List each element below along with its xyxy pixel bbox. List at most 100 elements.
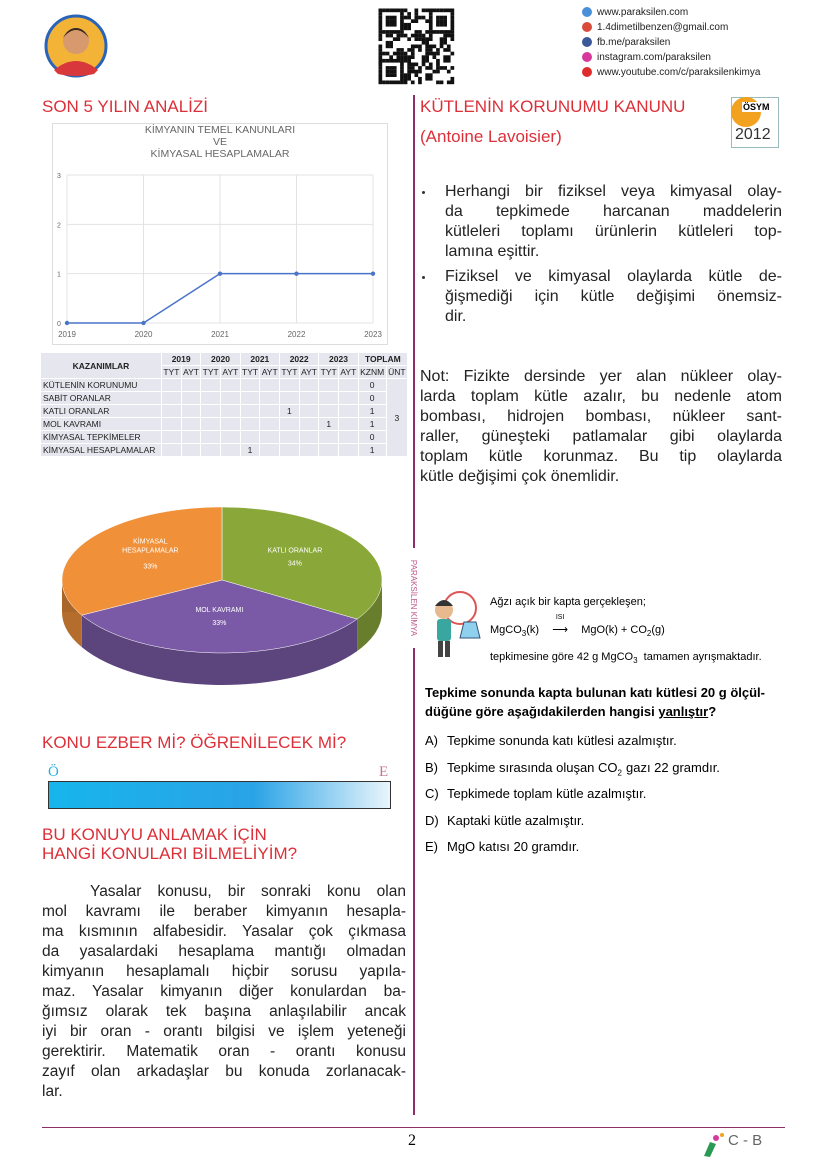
qr-module [407, 58, 411, 63]
qr-module [443, 37, 447, 41]
cell [338, 443, 359, 457]
bullet: Herhangi bir fiziksel veya kimyasal olay… [420, 182, 782, 262]
sub-header: TYT [278, 365, 300, 379]
link-text: fb.me/paraksilen [597, 37, 671, 48]
qr-module [403, 76, 408, 81]
pie-slice [61, 506, 223, 616]
qr-module [385, 69, 390, 74]
qr-module [421, 40, 426, 45]
unit-total: 3 [385, 378, 409, 457]
qr-module [439, 30, 444, 34]
qr-module [432, 51, 437, 56]
cell [180, 378, 202, 392]
qr-module [407, 37, 411, 41]
text-line: kütleleri toplamı ürünlerin kütleleri to… [445, 223, 782, 240]
cell [278, 378, 300, 392]
qr-module [425, 76, 429, 81]
state: (g) [651, 624, 665, 636]
qr-module [450, 37, 455, 41]
cell [180, 404, 202, 418]
qr-module [414, 8, 419, 13]
qr-module [446, 33, 451, 38]
cell: 1 [239, 443, 261, 457]
qr-module [450, 22, 455, 27]
qr-module [436, 22, 440, 27]
qr-module [418, 15, 422, 20]
qr-module [428, 37, 433, 41]
text-line: mol kavramı ile beraber kimyanın hesapla… [42, 903, 406, 920]
qr-module [446, 69, 451, 74]
cell [161, 443, 182, 457]
qr-module [450, 8, 455, 13]
text-line: maz. Yasalar kimyanın diğer konulardan b… [42, 983, 406, 1000]
qr-module [396, 30, 401, 34]
qr-module [407, 12, 411, 16]
cell [338, 391, 359, 405]
qr-module [385, 73, 390, 77]
qr-module [446, 30, 451, 34]
qr-module [403, 22, 408, 27]
qr-module [439, 40, 444, 45]
cell [338, 430, 359, 444]
qr-module [385, 33, 390, 38]
text-line: ğişmediği için kütle değişimi önemsiz- [445, 288, 782, 305]
slice-value: 33% [143, 564, 157, 571]
qr-module [382, 30, 386, 34]
qr-module [378, 19, 383, 23]
qr-module [414, 19, 419, 23]
text-line: toplam kütle korunmaz. Bu tip olaylarda [420, 448, 782, 465]
cell [338, 404, 359, 418]
cell [220, 378, 241, 392]
qr-module [389, 15, 393, 20]
qr-module [450, 12, 455, 16]
qr-module [439, 37, 444, 41]
side-label: PARAKSİLEN KİMYA [405, 548, 421, 648]
qr-module [385, 8, 390, 13]
kznm: 0 [357, 391, 387, 405]
qr-module [410, 19, 415, 23]
qr-module [418, 33, 422, 38]
pie-chart: KATLI ORANLAR 34% MOL KAVRAMI 33% KİMYASAL HE… [61, 506, 383, 685]
text-line: zayıf olan arkadaşlar bu konuda zorlanac… [42, 1063, 406, 1080]
text-line: dir. [445, 308, 467, 325]
cell [239, 378, 261, 392]
qr-module [378, 73, 383, 77]
qr-module [389, 66, 393, 70]
qr-module [407, 69, 411, 74]
option: A) Tepkime sonunda katı kütlesi azalmıştı… [425, 731, 720, 758]
qr-module [403, 80, 408, 85]
row-name: KİMYASAL HESAPLAMALAR [40, 443, 162, 457]
qr-module [418, 44, 422, 49]
qr-module [418, 48, 422, 52]
pie-side [357, 580, 382, 652]
cell [200, 378, 222, 392]
qr-module [382, 58, 386, 63]
qr-module [410, 62, 415, 67]
stem-line: Tepkime sonunda kapta bulunan katı kütle… [425, 685, 765, 700]
qr-module [400, 19, 404, 23]
qr-module [443, 66, 447, 70]
point [217, 271, 223, 276]
cell [220, 430, 241, 444]
qr-module [378, 80, 383, 85]
qr-module [428, 62, 433, 67]
qr-module [400, 15, 404, 20]
cell [318, 430, 340, 444]
bullet: Fiziksel ve kimyasal olaylarda kütle de-… [420, 267, 782, 327]
cell [318, 391, 340, 405]
slice-label: KİMYASAL HESAPLAMALAR [122, 537, 178, 555]
qr-module [382, 51, 386, 56]
qr-module [443, 33, 447, 38]
stem-emphasis: yanlıştır [658, 704, 709, 719]
qr-module [403, 26, 408, 31]
table-row: SABİT ORANLAR 0 [40, 391, 408, 405]
qr-module [443, 40, 447, 45]
year-header: 2023 [318, 352, 359, 366]
link-text: www.paraksilen.com [597, 7, 689, 18]
qr-module [439, 80, 444, 85]
qr-module [432, 55, 437, 59]
qr-module [400, 51, 404, 56]
badge: ÖSYM 2012 [731, 97, 779, 148]
qr-module [421, 58, 426, 63]
qr-module [428, 44, 433, 49]
